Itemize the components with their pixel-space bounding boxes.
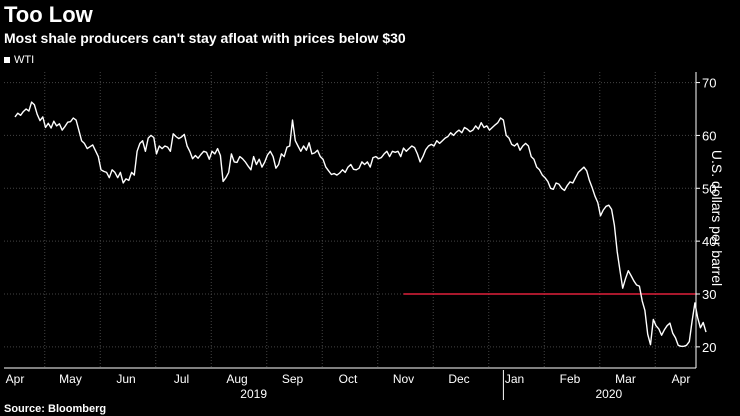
x-tick-label-0: Apr xyxy=(6,372,25,386)
x-tick-label-12: Apr xyxy=(672,372,691,386)
x-tick-label-7: Nov xyxy=(393,372,414,386)
y-tick-label-70: 70 xyxy=(702,76,716,91)
x-tick-label-8: Dec xyxy=(448,372,469,386)
x-tick-label-6: Oct xyxy=(339,372,358,386)
x-tick-label-11: Mar xyxy=(615,372,636,386)
y-tick-label-20: 20 xyxy=(702,340,716,355)
x-tick-label-1: May xyxy=(59,372,82,386)
x-tick-label-2: Jun xyxy=(116,372,135,386)
source-note: Source: Bloomberg xyxy=(4,403,107,415)
legend: WTI xyxy=(4,54,34,66)
series-layer xyxy=(14,101,707,347)
series-line-wti xyxy=(14,101,707,347)
chart-subtitle: Most shale producers can't stay afloat w… xyxy=(4,30,406,46)
x-tick-label-5: Sep xyxy=(282,372,304,386)
x-tick-label-3: Jul xyxy=(174,372,189,386)
x-tick-label-10: Feb xyxy=(560,372,581,386)
y-tick-label-30: 30 xyxy=(702,287,716,302)
y-tick-label-60: 60 xyxy=(702,128,716,143)
year-label-2020: 2020 xyxy=(595,387,622,401)
y-tick-label-50: 50 xyxy=(702,181,716,196)
year-label-2019: 2019 xyxy=(240,387,267,401)
chart-title: Too Low xyxy=(4,2,93,27)
legend-label-wti: WTI xyxy=(14,54,35,66)
x-tick-label-9: Jan xyxy=(505,372,524,386)
y-tick-label-40: 40 xyxy=(702,234,716,249)
x-tick-label-4: Aug xyxy=(226,372,247,386)
y-axis-title: U.S. dollars per barrel xyxy=(709,150,725,286)
grid-layer xyxy=(4,72,696,368)
axis-layer: 20 30 40 50 60 70 U.S. dollars per barrel Apr Ma… xyxy=(4,72,725,401)
legend-swatch-wti xyxy=(4,57,10,63)
